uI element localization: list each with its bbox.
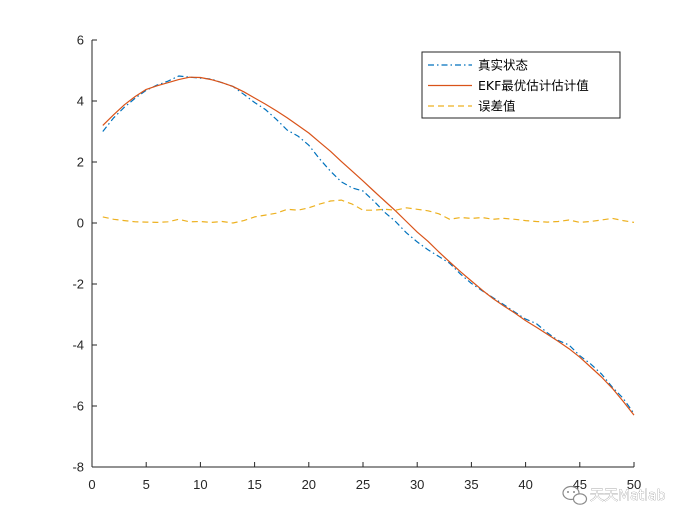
x-tick-label: 50 bbox=[627, 477, 641, 492]
y-tick-label: 4 bbox=[77, 94, 84, 109]
y-tick-label: -8 bbox=[72, 460, 84, 475]
x-tick-label: 10 bbox=[193, 477, 207, 492]
x-tick-label: 40 bbox=[518, 477, 532, 492]
plot-area: -8 -6 -4 -2 0 2 4 6 0 5 10 15 20 25 30 35 40 45 50 bbox=[72, 33, 641, 493]
y-tick-label: 2 bbox=[77, 155, 84, 170]
watermark: 天天Matlab bbox=[562, 485, 666, 505]
y-tick-label: -2 bbox=[72, 277, 84, 292]
watermark-text: 天天Matlab bbox=[590, 488, 666, 504]
y-tick-label: 0 bbox=[77, 216, 84, 231]
series-line bbox=[102, 199, 635, 224]
x-tick-label: 25 bbox=[356, 477, 370, 492]
series-lines bbox=[102, 75, 635, 416]
y-axis-ticks: -8 -6 -4 -2 0 2 4 6 bbox=[72, 33, 97, 475]
series-line bbox=[102, 76, 635, 416]
y-tick-label: 6 bbox=[77, 33, 84, 48]
x-tick-label: 30 bbox=[410, 477, 424, 492]
x-tick-label: 5 bbox=[143, 477, 150, 492]
wechat-icon bbox=[562, 485, 588, 505]
x-axis-ticks: 0 5 10 15 20 25 30 35 40 45 50 bbox=[88, 462, 641, 492]
legend-label: 误差值 bbox=[478, 99, 516, 114]
x-tick-label: 15 bbox=[247, 477, 261, 492]
x-tick-label: 35 bbox=[464, 477, 478, 492]
x-tick-label: 0 bbox=[88, 477, 95, 492]
y-tick-label: -4 bbox=[72, 338, 84, 353]
y-tick-label: -6 bbox=[72, 399, 84, 414]
legend-label: EKF最优估计估计值 bbox=[478, 78, 589, 93]
series-line bbox=[102, 75, 635, 414]
x-tick-label: 45 bbox=[573, 477, 587, 492]
x-tick-label: 20 bbox=[302, 477, 316, 492]
legend-label: 真实状态 bbox=[478, 58, 528, 73]
